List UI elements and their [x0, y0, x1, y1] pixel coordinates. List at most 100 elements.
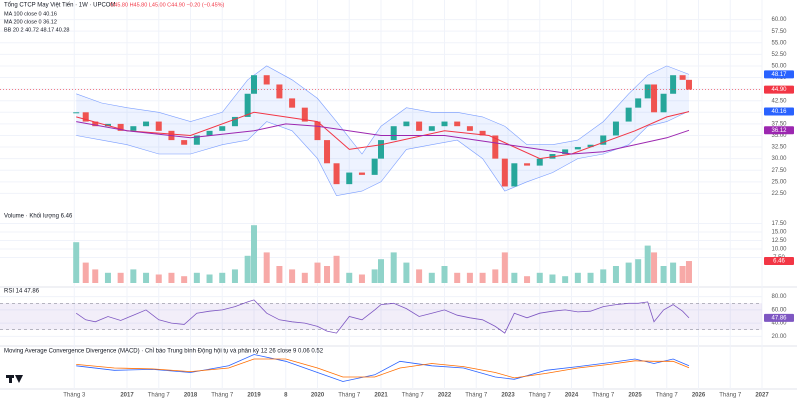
- candle: [73, 112, 80, 114]
- candle: [644, 84, 651, 99]
- candle: [679, 75, 686, 80]
- volume-bar: [231, 269, 238, 283]
- candle: [104, 123, 111, 127]
- volume-bar: [371, 269, 378, 283]
- y-tick-label: 32.50: [771, 145, 787, 151]
- x-tick-label: Tháng 7: [148, 393, 171, 399]
- volume-bar: [244, 255, 251, 283]
- grid: [0, 0, 763, 389]
- bollinger-lower: [76, 110, 690, 197]
- volume-bar: [679, 266, 686, 283]
- candle: [587, 144, 594, 148]
- x-tick-label: Tháng 3: [63, 393, 86, 399]
- x-tick-label: Tháng 7: [338, 393, 361, 399]
- candle: [251, 75, 257, 94]
- candle: [130, 126, 137, 131]
- volume-bar: [251, 225, 257, 283]
- candle: [276, 84, 283, 99]
- candle: [612, 121, 619, 136]
- candle: [263, 75, 270, 85]
- candle: [428, 126, 435, 131]
- price-badge: [764, 107, 794, 116]
- candle: [82, 112, 89, 122]
- candle: [117, 123, 124, 131]
- candle: [193, 135, 200, 145]
- x-tick-label: 2021: [374, 393, 388, 399]
- y-tick-label: 42.50: [771, 98, 787, 104]
- x-tick-label: Tháng 7: [402, 393, 425, 399]
- candle: [441, 121, 448, 127]
- x-tick-label: 2018: [184, 393, 198, 399]
- x-tick-label: 2023: [501, 393, 515, 399]
- x-tick-label: 2017: [120, 393, 134, 399]
- candle: [479, 130, 486, 136]
- y-tick-label: 17.50: [771, 221, 787, 227]
- candle: [314, 121, 321, 141]
- volume-bar: [301, 272, 308, 283]
- candle: [219, 126, 226, 131]
- volume-bar: [635, 259, 642, 283]
- volume-bar: [181, 276, 188, 283]
- macd-line: [76, 354, 690, 382]
- volume-bar: [358, 274, 365, 283]
- candle: [660, 93, 667, 113]
- y-tick-label: 30.00: [771, 156, 787, 162]
- volume-bar: [536, 272, 543, 283]
- candle: [244, 93, 251, 117]
- volume-bar: [346, 272, 353, 283]
- y-tick-label: 15.00: [771, 230, 787, 236]
- y-tick-label: 10.00: [771, 247, 787, 253]
- price-badge-label: 6.46: [773, 259, 785, 265]
- candle: [289, 98, 296, 108]
- x-tick-label: 2019: [247, 393, 261, 399]
- x-tick-label: 8: [284, 393, 288, 399]
- volume-bar: [324, 266, 331, 283]
- y-tick-label: 80.00: [771, 294, 787, 300]
- candle: [600, 135, 607, 145]
- y-tick-label: 52.50: [771, 52, 787, 58]
- volume-bar: [524, 276, 531, 283]
- volume-bar: [82, 262, 89, 283]
- volume-bar: [651, 252, 658, 283]
- volume-bar: [92, 269, 99, 283]
- logo: [6, 375, 23, 383]
- price-badge: [764, 126, 794, 135]
- candle: [301, 107, 308, 122]
- price-badge-label: 40.16: [771, 109, 787, 115]
- y-tick-label: 25.00: [771, 179, 787, 185]
- candle: [625, 107, 632, 122]
- candle: [416, 121, 423, 131]
- volume-bar: [416, 269, 423, 283]
- y-tick-label: 60.00: [771, 307, 787, 313]
- candle: [670, 75, 677, 94]
- y-tick-label: 37.50: [771, 121, 787, 127]
- x-tick-label: Tháng 7: [465, 393, 488, 399]
- volume-bar: [454, 272, 461, 283]
- bollinger-band-fill: [76, 65, 689, 196]
- candle: [324, 140, 331, 164]
- candle: [524, 163, 531, 166]
- volume-bar: [466, 272, 473, 283]
- x-tick-label: 2022: [438, 393, 452, 399]
- pane-title: Moving Average Convergence Divergence (M…: [4, 348, 324, 355]
- volume-bar: [276, 266, 283, 283]
- bollinger-upper: [76, 65, 690, 155]
- volume-bar: [511, 272, 518, 283]
- y-tick-label: 20.00: [771, 334, 787, 340]
- y-tick-label: 22.50: [771, 191, 787, 197]
- volume-bar: [333, 255, 340, 283]
- volume-bar: [644, 245, 651, 283]
- price-badge: [764, 85, 794, 94]
- macd-line: [76, 358, 690, 379]
- volume-bar: [289, 269, 296, 283]
- candle: [92, 121, 99, 127]
- candle: [635, 98, 642, 108]
- candle: [574, 147, 581, 150]
- moving-average: [76, 111, 690, 160]
- candle: [492, 135, 499, 159]
- volume-bar: [600, 269, 607, 283]
- volume-bar: [403, 262, 410, 283]
- y-tick-label: 50.00: [771, 64, 787, 70]
- legend-line: MA 200 close 0 36.12: [4, 19, 57, 25]
- volume-bar: [612, 266, 619, 283]
